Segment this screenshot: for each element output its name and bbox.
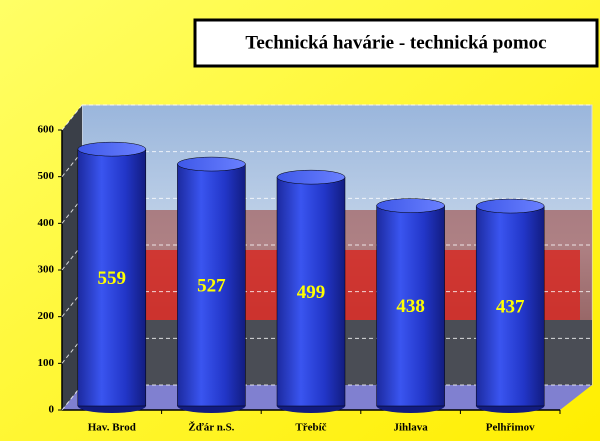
x-tick-label: Jihlava — [393, 422, 428, 434]
y-tick-label: 500 — [38, 170, 55, 182]
grid-line — [61, 244, 83, 271]
grid-line — [61, 151, 83, 177]
bar-top — [177, 156, 246, 172]
y-tick-label: 200 — [38, 310, 55, 322]
y-tick-label: 400 — [38, 217, 55, 229]
bar-top — [376, 198, 445, 213]
x-tick-label: Pelhřimov — [486, 422, 535, 434]
value-label: 559 — [98, 268, 127, 289]
grid-line — [61, 384, 83, 411]
y-tick-label: 100 — [38, 357, 55, 369]
bar-top — [276, 169, 346, 185]
grid-line — [61, 338, 83, 364]
x-tick-label: Třebíč — [295, 422, 326, 434]
x-tick-label: Žďár n.S. — [188, 422, 234, 434]
value-label: 527 — [197, 275, 226, 296]
value-label: 437 — [496, 296, 525, 317]
title-box — [193, 18, 599, 68]
bar-top — [475, 198, 545, 214]
grid-line — [61, 291, 83, 317]
chart-title: Technická havárie - technická pomoc — [245, 32, 546, 53]
grid-line — [61, 104, 83, 131]
y-tick-label: 0 — [49, 404, 55, 416]
bar — [376, 205, 445, 407]
bar — [77, 148, 147, 407]
y-tick-label: 300 — [38, 264, 55, 276]
x-tick-label: Hav. Brod — [88, 422, 136, 434]
bar-top — [77, 141, 147, 157]
value-label: 438 — [396, 296, 425, 317]
value-label: 499 — [297, 282, 326, 303]
bar — [177, 163, 246, 407]
grid-line — [61, 198, 83, 224]
bar — [276, 176, 346, 407]
y-tick-label: 600 — [38, 124, 55, 136]
